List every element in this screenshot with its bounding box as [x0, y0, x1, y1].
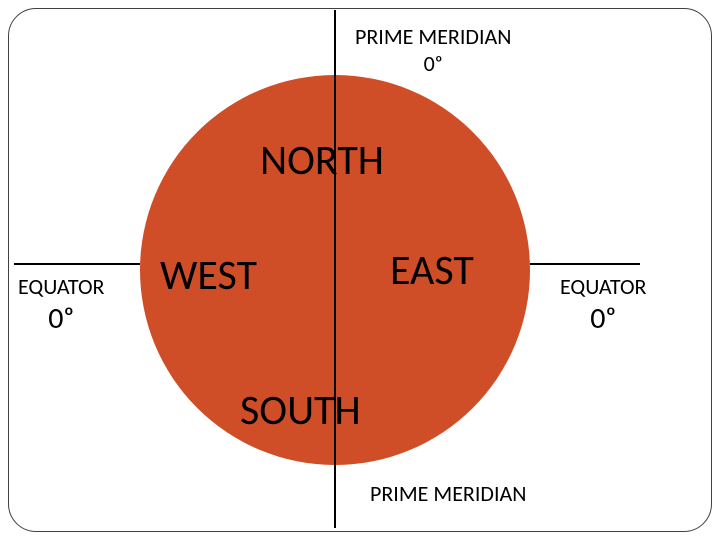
- prime-meridian-bottom-label: PRIME MERIDIAN: [370, 480, 526, 507]
- text-line: SOUTH: [240, 385, 361, 436]
- equator-line-right: [530, 263, 640, 265]
- prime-meridian-top-label: PRIME MERIDIAN 0ᵒ: [355, 23, 511, 77]
- text-line: 0ᵒ: [18, 300, 104, 337]
- east-label: EAST: [390, 245, 474, 296]
- equator-line-left: [14, 263, 140, 265]
- text-line: EAST: [390, 245, 474, 296]
- text-line: PRIME MERIDIAN: [370, 480, 526, 507]
- equator-right-label: EQUATOR 0ᵒ: [560, 273, 646, 337]
- text-line: NORTH: [260, 135, 384, 186]
- north-label: NORTH: [260, 135, 384, 186]
- west-label: WEST: [160, 250, 257, 301]
- text-line: WEST: [160, 250, 257, 301]
- text-line: PRIME MERIDIAN: [355, 23, 511, 50]
- prime-meridian-line: [334, 10, 336, 528]
- text-line: 0ᵒ: [560, 300, 646, 337]
- equator-left-label: EQUATOR 0ᵒ: [18, 273, 104, 337]
- south-label: SOUTH: [240, 385, 361, 436]
- text-line: EQUATOR: [560, 273, 646, 300]
- text-line: EQUATOR: [18, 273, 104, 300]
- text-line: 0ᵒ: [355, 50, 511, 77]
